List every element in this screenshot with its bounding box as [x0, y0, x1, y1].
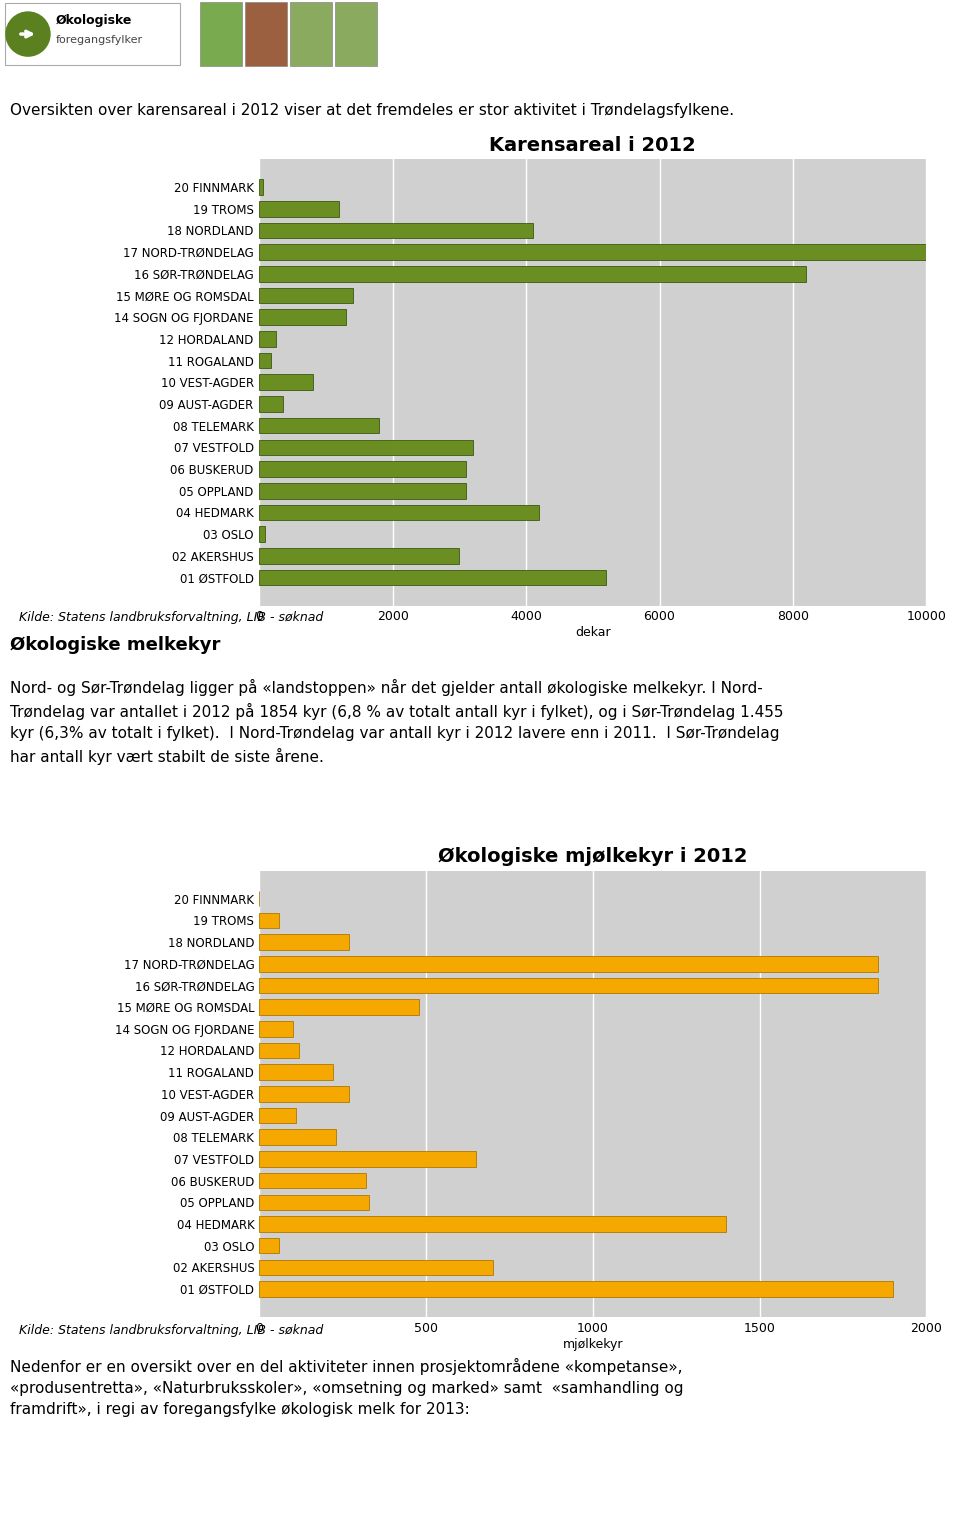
- Text: Kilde: Statens landbruksforvaltning, LIB - søknad: Kilde: Statens landbruksforvaltning, LIB…: [19, 612, 324, 624]
- Text: Oversikten over karensareal i 2012 viser at det fremdeles er stor aktivitet i Tr: Oversikten over karensareal i 2012 viser…: [10, 103, 733, 118]
- Bar: [259, 504, 540, 521]
- Bar: [259, 309, 346, 326]
- FancyBboxPatch shape: [5, 3, 180, 65]
- Bar: [259, 1281, 893, 1297]
- Bar: [259, 266, 806, 282]
- Bar: [259, 397, 282, 412]
- Text: Nedenfor er en oversikt over en del aktiviteter innen prosjektområdene «kompetan: Nedenfor er en oversikt over en del akti…: [10, 1358, 684, 1417]
- Text: foregangsfylker: foregangsfylker: [56, 35, 143, 45]
- Bar: [259, 1043, 300, 1058]
- Bar: [259, 1064, 332, 1079]
- Bar: [259, 955, 877, 972]
- Bar: [259, 913, 279, 928]
- Bar: [259, 1216, 726, 1232]
- Bar: [259, 1173, 366, 1188]
- Bar: [259, 201, 339, 217]
- Circle shape: [6, 12, 50, 56]
- Bar: [259, 1129, 336, 1145]
- Bar: [259, 934, 349, 949]
- Title: Karensareal i 2012: Karensareal i 2012: [490, 136, 696, 154]
- X-axis label: mjølkekyr: mjølkekyr: [563, 1338, 623, 1350]
- Bar: [259, 1020, 293, 1037]
- Bar: [259, 374, 313, 391]
- Bar: [259, 1238, 279, 1254]
- Text: Nord- og Sør-Trøndelag ligger på «landstoppen» når det gjelder antall økologiske: Nord- og Sør-Trøndelag ligger på «landst…: [10, 680, 783, 765]
- Text: Økologiske: Økologiske: [56, 14, 132, 27]
- Bar: [259, 439, 472, 456]
- Bar: [259, 353, 272, 368]
- FancyBboxPatch shape: [335, 2, 377, 67]
- Bar: [259, 418, 379, 433]
- Bar: [259, 1108, 296, 1123]
- Text: Økologiske melkekyr: Økologiske melkekyr: [10, 636, 220, 654]
- FancyBboxPatch shape: [290, 2, 332, 67]
- Bar: [259, 288, 352, 303]
- Bar: [259, 1260, 492, 1275]
- Title: Økologiske mjølkekyr i 2012: Økologiske mjølkekyr i 2012: [438, 848, 748, 866]
- FancyBboxPatch shape: [200, 2, 242, 67]
- Bar: [259, 999, 420, 1014]
- X-axis label: dekar: dekar: [575, 627, 611, 639]
- Bar: [259, 548, 459, 563]
- Bar: [259, 1195, 370, 1210]
- Bar: [259, 527, 265, 542]
- Bar: [259, 244, 926, 260]
- Bar: [259, 462, 466, 477]
- Bar: [259, 179, 262, 195]
- Bar: [259, 223, 533, 238]
- Text: Kilde: Statens landbruksforvaltning, LIB - søknad: Kilde: Statens landbruksforvaltning, LIB…: [19, 1325, 324, 1337]
- Bar: [259, 569, 606, 586]
- Bar: [259, 483, 466, 498]
- Bar: [259, 978, 877, 993]
- Bar: [259, 1151, 476, 1167]
- FancyBboxPatch shape: [245, 2, 287, 67]
- Bar: [259, 332, 276, 347]
- Bar: [259, 1086, 349, 1102]
